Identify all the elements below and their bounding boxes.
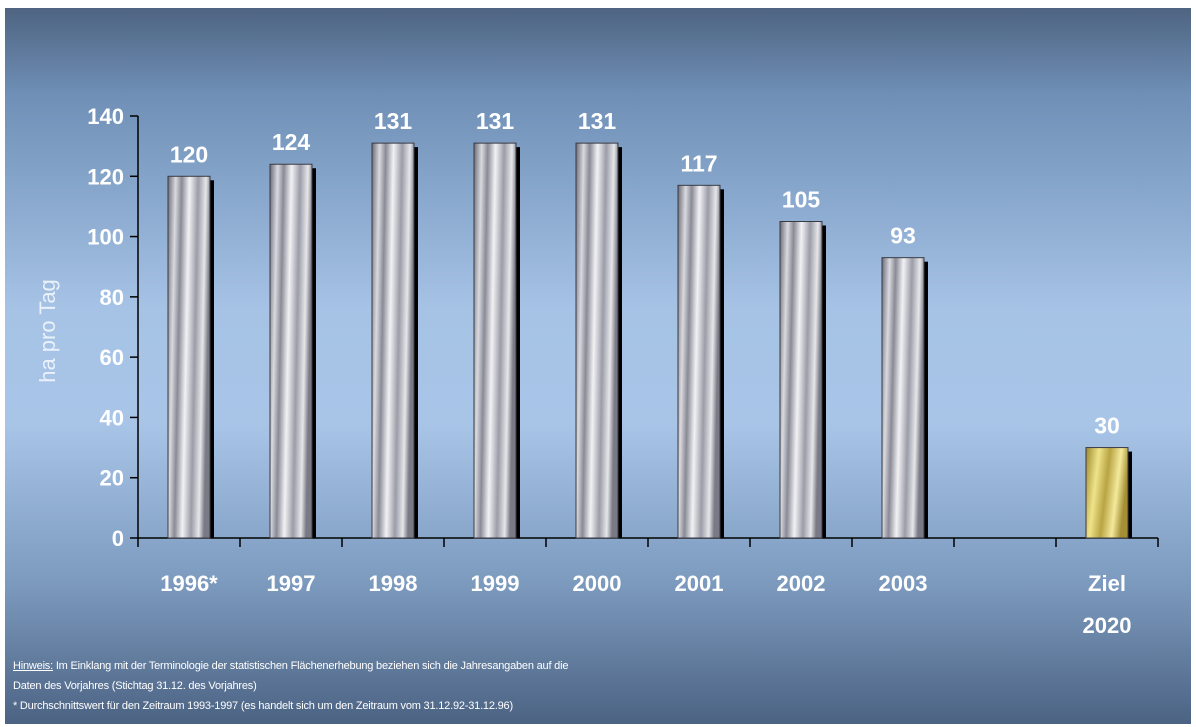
data-label: 131 [578,108,617,134]
x-tick-label: 1996* [160,571,218,596]
bars [167,142,1132,539]
y-tick-label: 40 [100,405,124,430]
footnote: * Durchschnittswert für den Zeitraum 199… [13,700,513,712]
data-label: 131 [374,108,413,134]
x-tick-label: 2000 [573,571,622,596]
y-tick-label: 0 [112,526,124,551]
data-label: 105 [782,187,821,213]
y-tick-label: 20 [100,466,124,491]
hint-line-2: Daten des Vorjahres (Stichtag 31.12. des… [13,680,257,692]
y-tick-label: 120 [87,164,124,189]
y-tick-label: 60 [100,345,124,370]
x-tick-label: 1998 [369,571,418,596]
chart-slide: 0 20 40 60 80 100 120 140 120 1996* 124 1997 131 1998… [5,8,1191,724]
y-tick-label: 80 [100,285,124,310]
bar [269,163,313,539]
x-tick-label: 2020 [1083,613,1132,638]
data-label: 120 [170,141,208,167]
data-label: 117 [680,150,717,176]
data-label: 131 [476,108,515,134]
bar [575,142,619,539]
footnotes: Hinweis: Im Einklang mit der Terminologi… [13,656,1113,716]
x-tick-label: 2001 [675,571,724,596]
hint-text: Im Einklang mit der Terminologie der sta… [52,660,569,672]
data-label: 93 [890,223,916,249]
data-label: 30 [1094,413,1120,439]
bar-target [1085,447,1129,539]
bar [677,184,721,539]
x-tick-label: 1999 [471,571,520,596]
y-axis-label: ha pro Tag [35,279,60,383]
bar [473,142,517,539]
bar [779,221,823,539]
x-tick-label: 2002 [777,571,826,596]
x-tick-label: 2003 [879,571,928,596]
bar [371,142,415,539]
bar [881,257,925,539]
hint-line: Hinweis: Im Einklang mit der Terminologi… [13,656,1113,676]
data-label: 124 [272,129,311,155]
labels: 0 20 40 60 80 100 120 140 120 1996* 124 1997 131 1998… [87,104,1131,638]
bar-chart: 0 20 40 60 80 100 120 140 120 1996* 124 1997 131 1998… [35,104,1159,638]
bar [167,175,211,539]
y-tick-label: 140 [87,104,124,129]
x-tick-label: Ziel [1088,571,1126,596]
y-tick-label: 100 [87,225,124,250]
hint-label: Hinweis: [13,660,53,672]
x-tick-label: 1997 [267,571,316,596]
